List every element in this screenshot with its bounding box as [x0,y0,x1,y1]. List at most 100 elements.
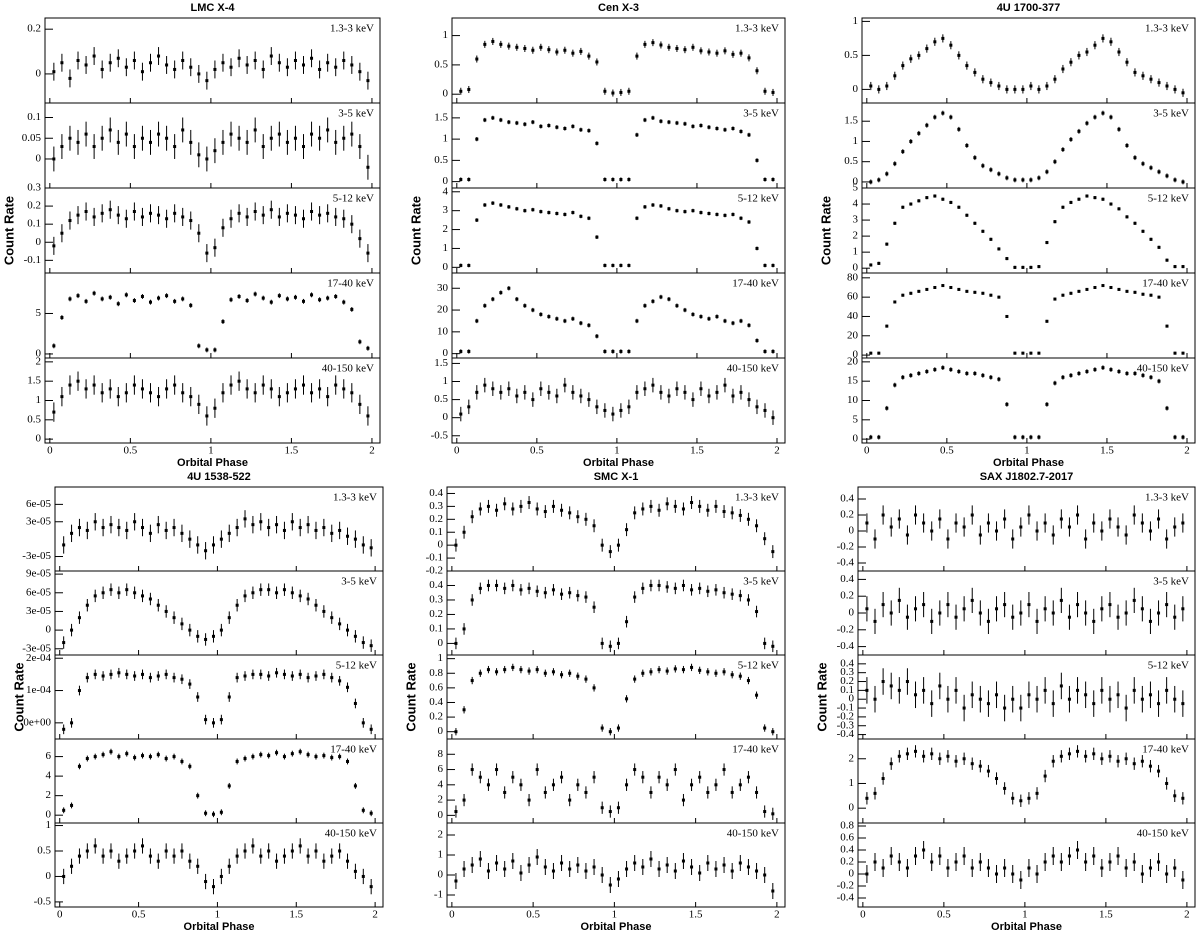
data-point [667,394,671,398]
data-point [1181,435,1185,439]
data-point [1165,174,1169,178]
y-tick-label: 0 [46,624,52,636]
data-point [1059,754,1063,758]
data-point [973,221,977,225]
data-point [995,607,999,611]
data-point [989,375,993,379]
data-point [251,755,255,759]
y-tick-label: 10 [437,325,449,337]
data-point [1100,866,1104,870]
data-point [132,145,136,149]
data-point [499,118,503,122]
data-point [259,588,263,592]
data-point [938,517,942,521]
y-tick-label: 0.1 [429,526,443,538]
data-point [1149,166,1153,170]
data-point [889,762,893,766]
data-point [467,405,471,409]
data-point [1043,521,1047,525]
data-point [269,54,273,58]
panel-frame [857,654,1196,740]
data-point [132,299,136,303]
data-point [995,777,999,781]
y-tick-label: 2 [849,752,855,764]
data-point [1101,197,1105,201]
data-point [334,294,338,298]
data-point [109,588,113,592]
data-point [491,387,495,391]
y-axis-label: Count Rate [11,662,26,731]
data-point [76,379,80,383]
x-tick-label: 1 [614,445,620,457]
data-point [706,861,710,865]
x-axis-label: Orbital Phase [184,921,255,933]
data-point [1165,688,1169,692]
data-point [157,395,161,399]
data-point [322,859,326,863]
data-point [60,231,64,235]
data-point [101,674,105,678]
data-point [1165,781,1169,785]
data-point [523,390,527,394]
data-point [267,526,271,530]
data-point [881,513,885,517]
data-point [739,390,743,394]
data-point [219,810,223,814]
data-point [755,246,759,250]
data-point [1011,615,1015,619]
data-point [893,221,897,225]
data-point [997,172,1001,176]
data-point [462,708,466,712]
data-point [957,53,961,57]
panel-frame [451,102,786,189]
y-tick-label: 1 [443,375,449,387]
data-point [755,158,759,162]
data-point [141,754,145,758]
data-point [1124,533,1128,537]
data-point [643,205,647,209]
data-point [551,783,555,787]
y-tick-label: 0 [853,433,859,445]
data-point [641,671,645,675]
panel-label: 1.3-3 keV [1145,23,1189,35]
data-point [933,115,937,119]
data-point [551,504,555,508]
data-point [245,299,249,303]
data-point [109,750,113,754]
data-point [691,209,695,213]
data-point [235,526,239,530]
data-point [1109,202,1113,206]
data-point [93,520,97,524]
data-point [962,607,966,611]
data-point [698,871,702,875]
y-tick-label: -0.2 [426,565,443,577]
data-point [531,48,535,52]
chart-title: Cen X-3 [598,2,639,14]
data-point [746,679,750,683]
y-tick-label: 0.2 [840,675,854,687]
data-point [603,178,607,181]
data-point [1013,435,1017,439]
data-point [723,49,727,53]
y-tick-label: 0.2 [429,608,443,620]
data-point [1035,697,1039,701]
data-point [369,811,373,815]
x-tick-label: 0.5 [132,909,146,921]
data-point [1157,295,1161,299]
y-tick-label: -0.1 [426,552,443,564]
data-point [140,136,144,140]
data-point [140,70,144,74]
data-point [608,644,612,648]
data-point [981,77,985,81]
data-point [1021,178,1025,182]
data-point [1117,127,1121,131]
data-point [219,874,223,878]
panel-label: 40-150 keV [325,828,377,840]
data-point [342,387,346,391]
data-point [755,405,759,409]
data-point [771,349,775,353]
data-point [189,140,193,144]
data-point [361,721,365,725]
data-point [369,644,373,648]
data-point [243,594,247,598]
